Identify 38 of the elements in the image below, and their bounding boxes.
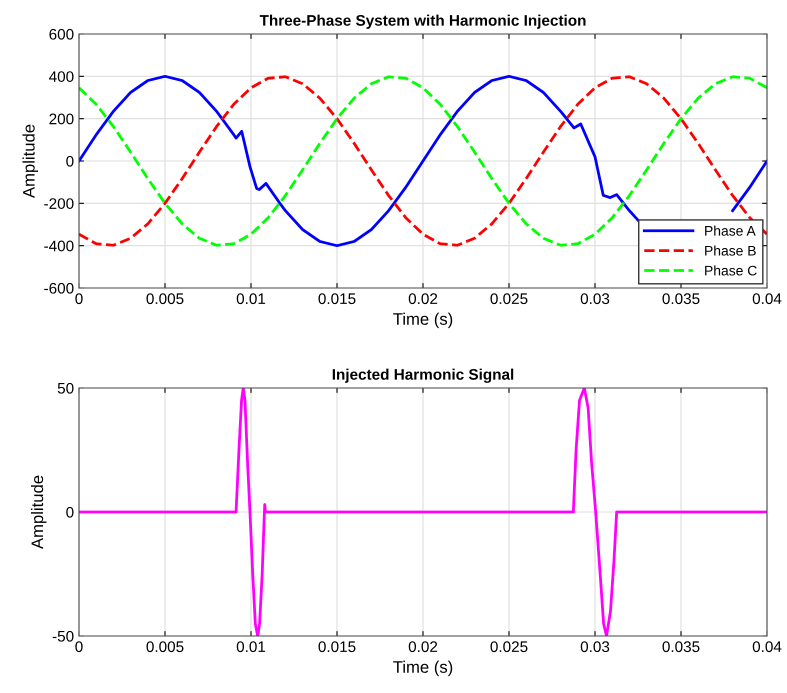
x-tick-label: 0.04 xyxy=(752,641,782,652)
x-tick-label: 0.025 xyxy=(490,641,528,652)
x-tick-label: 0.01 xyxy=(236,641,266,652)
y-axis-title: Amplitude xyxy=(22,124,38,198)
x-tick-label: 0.025 xyxy=(490,293,528,304)
x-tick-label: 0.005 xyxy=(146,293,184,304)
y-tick-label: 0 xyxy=(66,506,74,518)
legend-label: Phase C xyxy=(705,265,757,276)
x-tick-label: 0 xyxy=(75,641,83,652)
x-tick-label: 0.02 xyxy=(408,641,438,652)
y-tick-label: 0 xyxy=(66,156,74,167)
x-tick-label: 0.035 xyxy=(662,293,700,304)
x-tick-label: 0.03 xyxy=(580,641,610,652)
chart-title: Injected Harmonic Signal xyxy=(332,368,514,383)
y-axis-title: Amplitude xyxy=(30,476,47,550)
y-tick-label: -600 xyxy=(44,282,74,294)
y-tick-label: -200 xyxy=(44,198,74,210)
x-tick-label: 0 xyxy=(75,293,83,304)
y-tick-label: 50 xyxy=(58,382,74,394)
x-tick-label: 0.005 xyxy=(146,641,184,652)
legend-label: Phase A xyxy=(705,226,756,236)
y-tick-label: 200 xyxy=(49,114,74,124)
chart-title: Three-Phase System with Harmonic Injection xyxy=(260,14,586,29)
y-tick-label: 600 xyxy=(49,28,74,40)
x-tick-label: 0.04 xyxy=(752,293,782,304)
x-tick-label: 0.03 xyxy=(580,293,610,304)
x-tick-label: 0.015 xyxy=(318,641,356,652)
x-tick-label: 0.035 xyxy=(662,641,700,652)
y-tick-label: -400 xyxy=(44,240,74,252)
x-axis-title: Time (s) xyxy=(393,660,452,676)
x-tick-label: 0.015 xyxy=(318,293,356,304)
y-tick-label: 400 xyxy=(49,71,74,82)
x-tick-label: 0.02 xyxy=(408,293,438,304)
y-tick-label: -50 xyxy=(52,630,74,642)
line-series xyxy=(79,388,767,636)
x-tick-label: 0.01 xyxy=(236,293,266,304)
legend-label: Phase B xyxy=(705,245,756,256)
x-axis-title: Time (s) xyxy=(393,312,452,328)
